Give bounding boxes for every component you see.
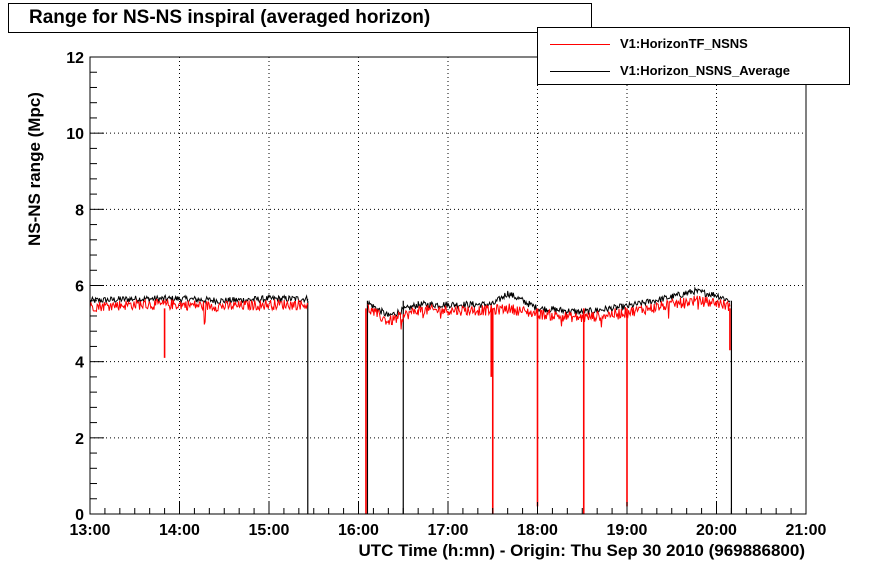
y-tick-label: 6 <box>75 279 84 296</box>
series-layer <box>89 286 733 514</box>
y-tick-label: 8 <box>75 202 84 219</box>
grid <box>90 57 806 514</box>
y-tick-label: 4 <box>75 355 84 372</box>
legend-item-average: V1:Horizon_NSNS_Average <box>538 57 849 85</box>
chart-title: Range for NS-NS inspiral (averaged horiz… <box>29 7 431 28</box>
legend-swatch-black <box>550 71 610 72</box>
y-tick-label: 10 <box>66 126 84 143</box>
x-tick-label: 19:00 <box>607 522 648 539</box>
chart-title-box: Range for NS-NS inspiral (averaged horiz… <box>8 3 592 33</box>
tick-labels: 13:00 14:00 15:00 16:00 17:00 18:00 19:00 20:00… <box>66 50 826 539</box>
x-tick-label: 18:00 <box>517 522 558 539</box>
legend-label: V1:HorizonTF_NSNS <box>620 36 748 51</box>
x-tick-label: 15:00 <box>249 522 290 539</box>
series-line <box>367 295 731 330</box>
series-line <box>89 298 309 325</box>
y-axis-label: NS-NS range (Mpc) <box>25 92 44 246</box>
series-line <box>367 286 731 317</box>
x-tick-label: 16:00 <box>338 522 379 539</box>
axis-ticks <box>89 56 807 515</box>
x-tick-label: 14:00 <box>159 522 200 539</box>
x-tick-label: 20:00 <box>696 522 737 539</box>
legend-swatch-red <box>550 44 610 45</box>
x-tick-label: 21:00 <box>786 522 827 539</box>
y-tick-label: 2 <box>75 431 84 448</box>
series-line <box>89 293 309 306</box>
y-tick-label: 12 <box>66 50 84 67</box>
legend: V1:HorizonTF_NSNS V1:Horizon_NSNS_Averag… <box>537 27 850 85</box>
legend-label: V1:Horizon_NSNS_Average <box>620 63 791 78</box>
x-axis-label: UTC Time (h:mn) - Origin: Thu Sep 30 201… <box>358 541 805 560</box>
legend-item-horizontf: V1:HorizonTF_NSNS <box>538 30 849 58</box>
y-tick-label: 0 <box>75 507 84 524</box>
x-tick-label: 17:00 <box>428 522 469 539</box>
x-tick-label: 13:00 <box>70 522 111 539</box>
